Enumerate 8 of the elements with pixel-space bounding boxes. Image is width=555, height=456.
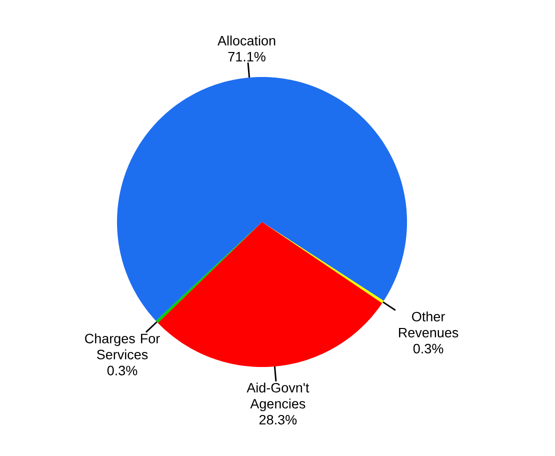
slice-label: Allocation bbox=[218, 36, 276, 46]
slice-label: Charges For Services bbox=[85, 333, 160, 360]
data-label: 0.3% bbox=[107, 366, 138, 376]
data-label: 71.1% bbox=[228, 52, 266, 62]
data-label: 0.3% bbox=[413, 344, 444, 354]
slice-label: Other Revenues bbox=[398, 312, 458, 338]
slice-label: Aid-Govn't Agencies bbox=[246, 382, 310, 412]
data-label: 28.3% bbox=[259, 414, 297, 424]
